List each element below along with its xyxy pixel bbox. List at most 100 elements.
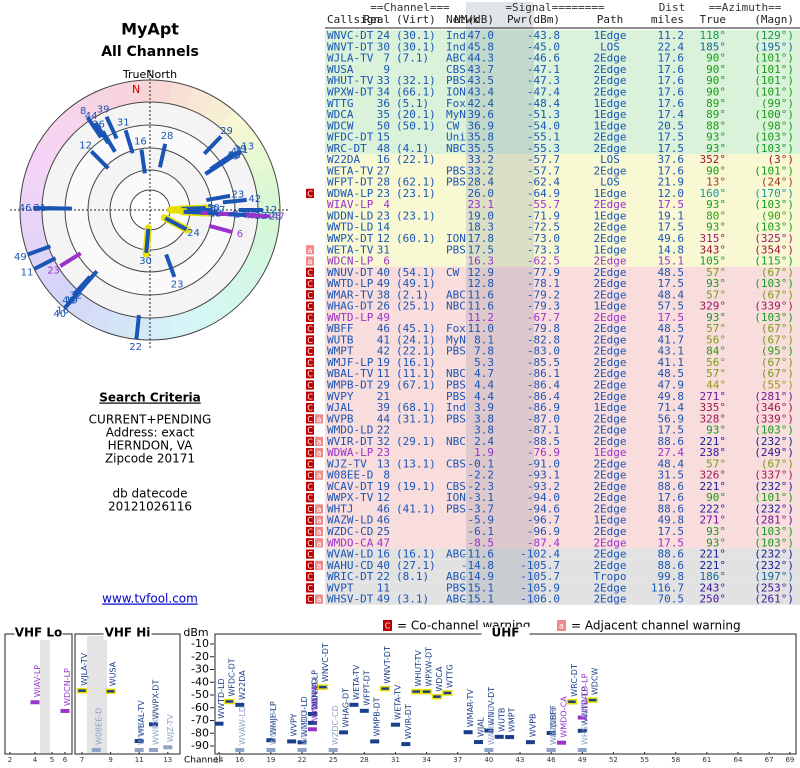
cell-virt: (16.1) [396,356,436,369]
cell-true: 93° [706,311,726,324]
warning-flag-text: a [317,528,322,537]
signal-callsign: WIAV-LP [33,665,42,698]
warning-flag-text: C [307,494,313,503]
warning-flag [315,436,323,446]
warning-flag [306,459,314,469]
cell-callsign: WDCN-LP [327,255,374,268]
signal-callsign: WHAG-DT [342,688,351,728]
cell-nm: 18.3 [468,221,495,234]
cell-magn: (101°) [754,85,794,98]
cell-true: 88° [706,119,726,132]
cell-nm: 26.0 [468,187,495,200]
cell-virt: (29.1) [396,435,436,448]
cell-true: 221° [700,480,727,493]
signal-marker [297,748,307,752]
cell-netwk: PBS [446,581,466,594]
cell-nm: -15.1 [461,593,494,606]
cell-real: 16 [377,548,390,561]
cell-callsign: WMDO-CA [327,536,374,549]
signal-callsign: W22DA [238,670,247,700]
cell-real: 23 [377,446,390,459]
cell-callsign: WVPY [327,390,354,403]
signal-marker [566,699,578,705]
row-background [325,142,800,154]
cell-magn: (98°) [761,119,794,132]
warning-flag [306,256,314,266]
warning-flag-text: a [317,505,322,514]
cell-path: 2Edge [593,525,626,538]
warning-flag-text: a [317,539,322,548]
warning-flag-text: a [317,561,322,570]
signal-marker [91,747,101,752]
row-background [325,345,800,357]
signal-marker [214,721,224,726]
cell-real: 34 [377,85,391,98]
row-background [325,266,800,278]
cell-nm: 28.4 [468,176,495,189]
cell-true: 93° [706,277,726,290]
station-spoke [219,149,243,166]
cell-path: 2Edge [593,63,626,76]
cell-true: 93° [706,142,726,155]
cell-callsign: WETA-TV [327,243,374,256]
warning-flag [306,380,314,390]
cell-magn: (103°) [754,142,794,155]
spoke-label: 27 [213,205,226,216]
band-title-bg [103,627,152,640]
cell-true: 57° [706,266,726,279]
warning-flag [306,312,314,323]
cell-magn: (103°) [754,221,794,234]
cell-netwk: CW [446,119,460,132]
cell-callsign: WAHU-CD [327,559,373,572]
compass-ring-sector [219,110,250,141]
cell-real: 24 [377,29,391,42]
cell-virt: (8.1) [396,570,429,583]
cell-real: 40 [377,559,390,572]
cell-virt: (7.1) [396,52,429,65]
cell-callsign: WWTD-LP [327,277,374,290]
cell-callsign: WMJF-LP [327,356,374,369]
cell-magn: (103°) [754,525,794,538]
cell-callsign: WMPT [327,345,354,358]
cell-magn: (103°) [754,311,794,324]
cell-path: 1Edge [593,108,626,121]
cell-magn: (195°) [754,40,794,53]
warning-flag [306,504,314,514]
cell-magn: (103°) [754,536,794,549]
warning-flag-text: C [307,381,313,390]
warning-flag-text: C [307,437,313,446]
signal-marker [307,727,317,732]
cell-dist: 19.1 [658,209,685,222]
warning-flag [306,278,314,289]
signal-marker [390,722,400,727]
cell-callsign: WETA-TV [327,164,374,177]
cell-magn: (339°) [754,300,794,313]
cell-callsign: WNVC-DT [327,29,374,42]
group-header: Dist [659,1,686,14]
cell-real: 32 [377,435,390,448]
cell-real: 28 [377,176,390,189]
warning-flag [306,357,314,368]
cell-true: 160° [700,187,727,200]
row-background [325,153,800,166]
cell-dist: 116.7 [651,581,684,594]
cell-nm: 12.9 [468,266,495,279]
signal-callsign: WBAL-TV [137,700,146,736]
row-background [325,199,800,211]
cell-nm: 3.9 [474,401,494,414]
cell-true: 222° [700,502,727,515]
row-background [325,277,800,290]
warning-flag [306,549,314,559]
tvfool-link[interactable]: www.tvfool.com [102,592,198,606]
signal-marker [317,684,329,690]
warning-flag-text: C [307,460,313,469]
cell-true: 238° [700,446,727,459]
cell-pwr: -45.0 [527,40,560,53]
cell-true: 93° [706,424,726,437]
cell-pwr: -86.4 [527,390,560,403]
cell-real: 48 [377,142,390,155]
cell-magn: (281°) [754,514,794,527]
station-spoke [134,314,141,340]
signal-callsign: WRIC-DT [300,710,309,745]
cell-callsign: WPXW-DT [327,85,374,98]
